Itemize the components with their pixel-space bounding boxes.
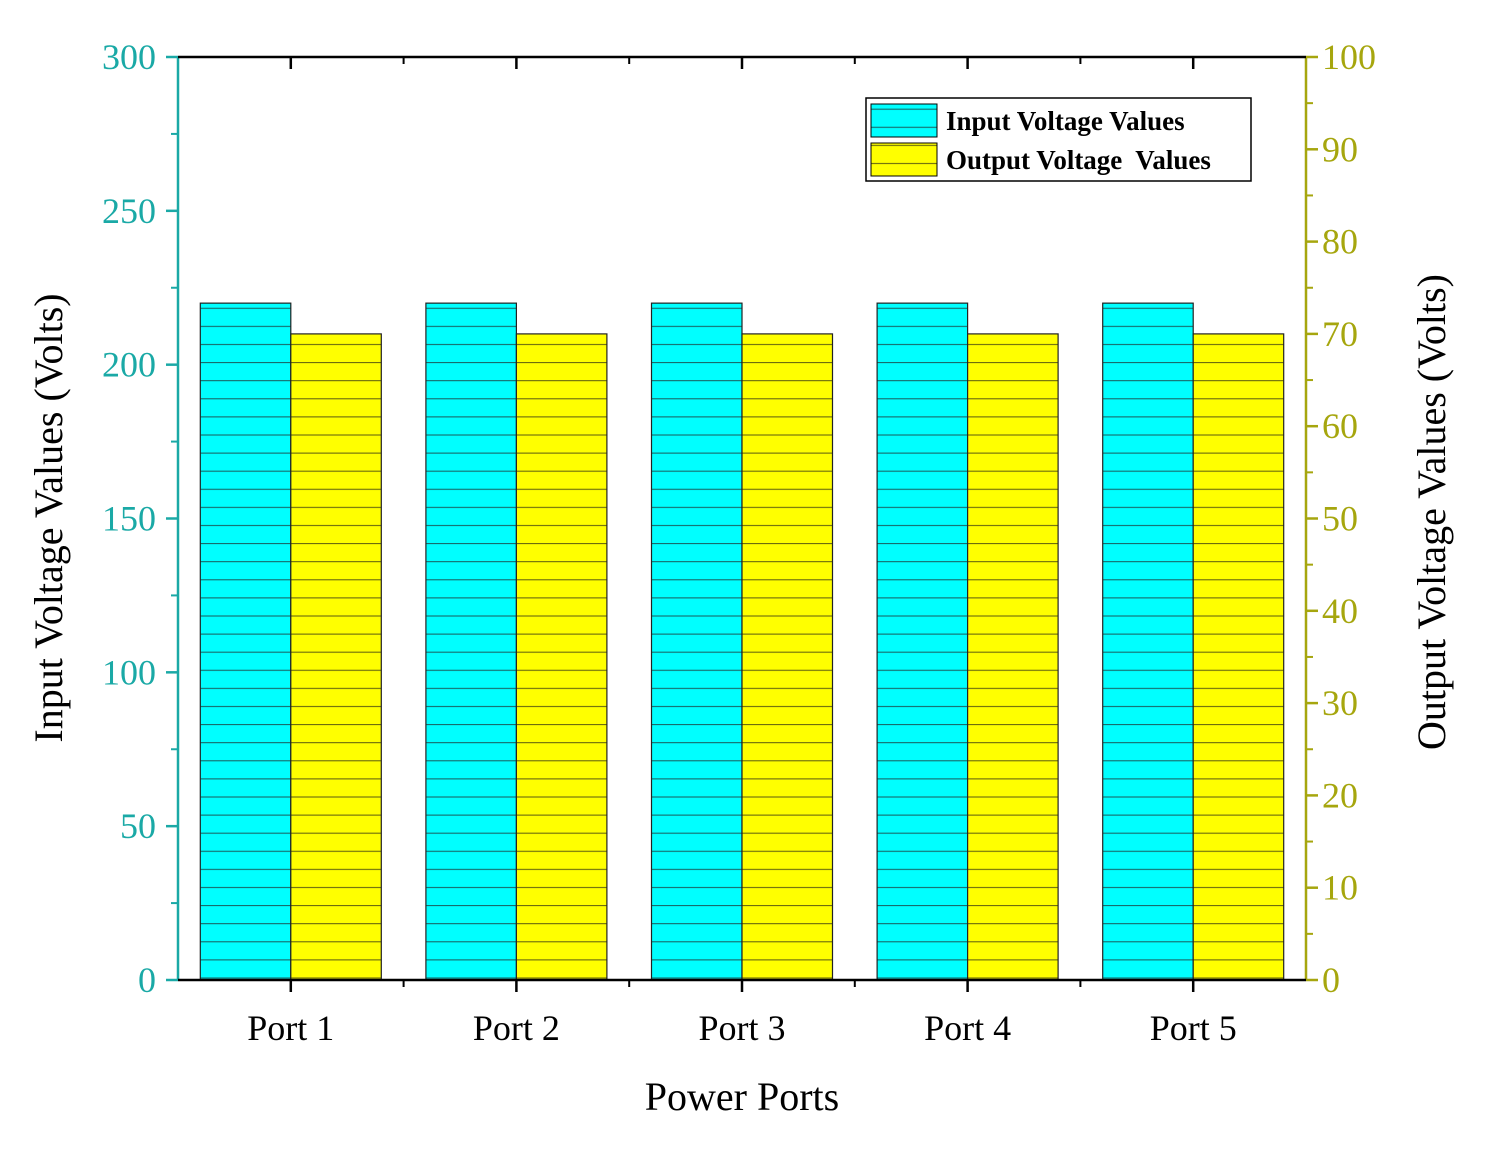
y-tick-label: 0 xyxy=(138,960,156,1000)
y2-tick-label: 90 xyxy=(1322,129,1358,169)
y2-tick-label: 10 xyxy=(1322,868,1358,908)
y2-tick-label: 0 xyxy=(1322,960,1340,1000)
legend-label-output: Output Voltage Values xyxy=(946,145,1211,175)
bar-output-4 xyxy=(966,333,1059,981)
y-tick-label: 200 xyxy=(102,345,156,385)
y2-axis-title: Output Voltage Values (Volts) xyxy=(1409,274,1454,750)
ticks-group xyxy=(166,55,1318,992)
x-tick-label: Port 4 xyxy=(924,1008,1011,1048)
bar-output-2 xyxy=(515,333,608,981)
x-tick-label: Port 5 xyxy=(1150,1008,1237,1048)
bars-group xyxy=(199,302,1285,981)
y-tick-label: 250 xyxy=(102,191,156,231)
legend-swatch-output xyxy=(870,142,938,177)
y-tick-label: 150 xyxy=(102,499,156,539)
bar-input-3 xyxy=(650,302,743,981)
legend-label-input: Input Voltage Values xyxy=(946,106,1185,136)
legend: Input Voltage Values Output Voltage Valu… xyxy=(865,97,1252,182)
bar-output-3 xyxy=(741,333,834,981)
y2-tick-label: 50 xyxy=(1322,499,1358,539)
x-tick-label: Port 2 xyxy=(473,1008,560,1048)
y2-tick-label: 80 xyxy=(1322,222,1358,262)
bar-output-1 xyxy=(290,333,382,981)
y-tick-label: 300 xyxy=(102,37,156,77)
y2-tick-label: 30 xyxy=(1322,683,1358,723)
bar-output-5 xyxy=(1192,333,1285,981)
bar-input-2 xyxy=(425,302,517,981)
y2-tick-label: 70 xyxy=(1322,314,1358,354)
labels-group: Port 1 Port 2 Port 3 Port 4 Port 50501001502… xyxy=(102,37,1376,1048)
y2-tick-label: 40 xyxy=(1322,591,1358,631)
y-axis-title: Input Voltage Values (Volts) xyxy=(26,293,71,742)
bar-input-4 xyxy=(876,302,969,981)
bar-input-5 xyxy=(1102,302,1194,981)
y-tick-label: 100 xyxy=(102,652,156,692)
x-tick-label: Port 1 xyxy=(247,1008,334,1048)
legend-swatch-input xyxy=(870,103,938,138)
x-axis-title: Power Ports xyxy=(645,1074,839,1119)
y2-tick-label: 20 xyxy=(1322,775,1358,815)
x-tick-label: Port 3 xyxy=(698,1008,785,1048)
y-tick-label: 50 xyxy=(120,806,156,846)
bar-input-1 xyxy=(199,302,292,981)
y2-tick-label: 60 xyxy=(1322,406,1358,446)
y2-tick-label: 100 xyxy=(1322,37,1376,77)
